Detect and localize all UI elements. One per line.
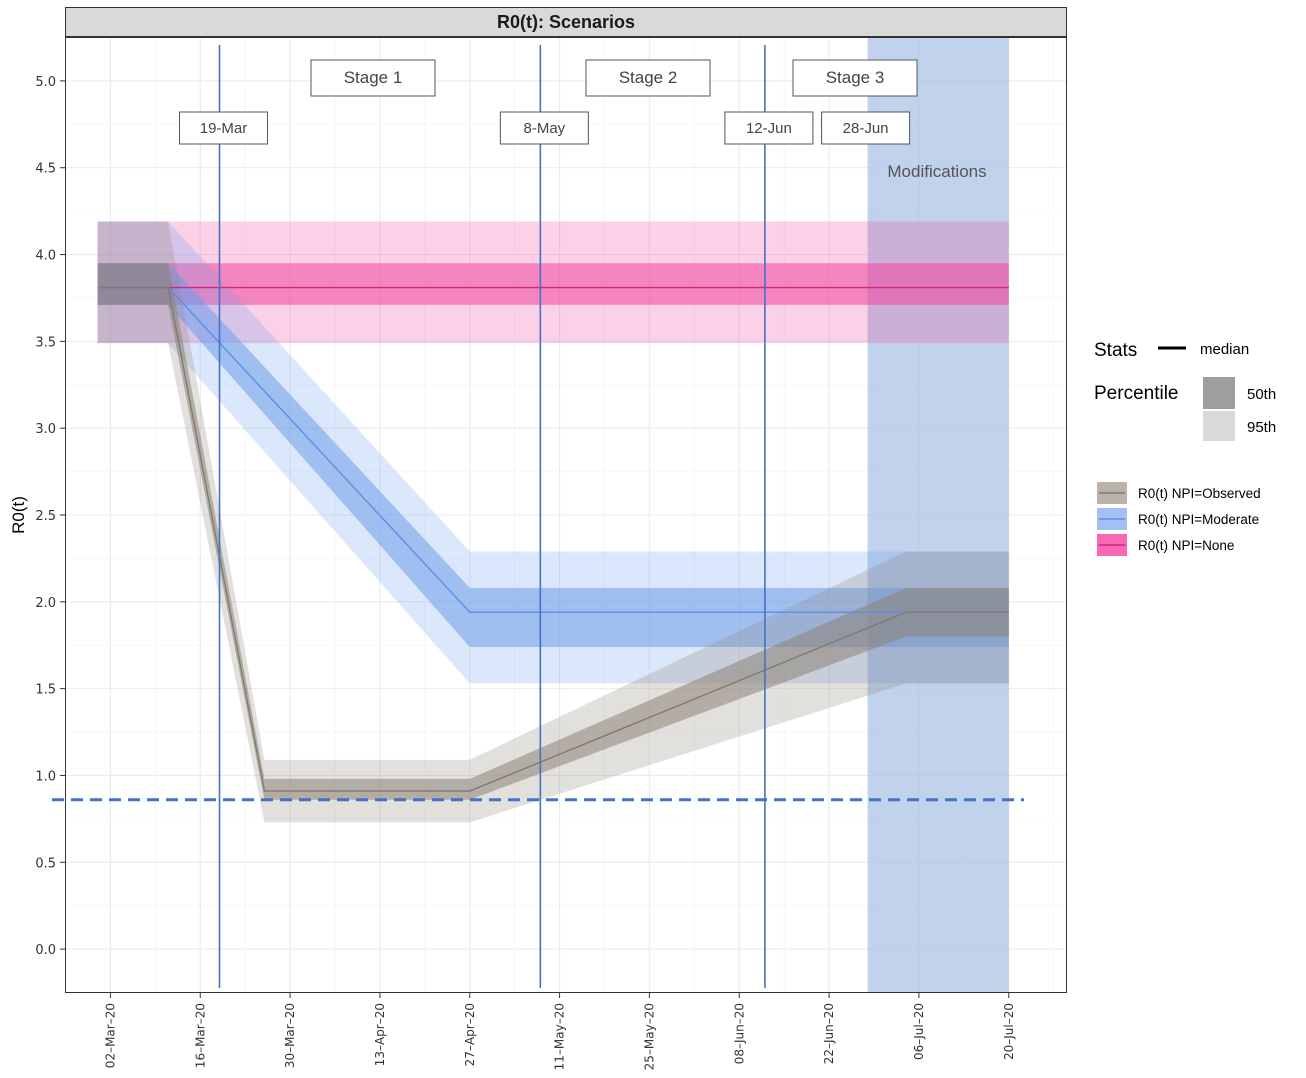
- event-date-label-text: 28-Jun: [843, 120, 889, 137]
- y-tick-label: 3.5: [35, 335, 56, 350]
- series-legend-label: R0(t) NPI=None: [1138, 538, 1234, 553]
- event-date-label: 19-Mar: [179, 111, 268, 145]
- y-tick-label: 2.0: [35, 596, 56, 611]
- panel-border: [65, 37, 1067, 993]
- x-tick-label: 11–May–20: [553, 1003, 567, 1070]
- event-date-label-box: [179, 111, 268, 145]
- y-tick-label: 0.0: [35, 943, 56, 958]
- modifications-region: [867, 37, 1009, 993]
- legend-95th-key: [1203, 411, 1235, 441]
- legend-95th-label: 95th: [1247, 419, 1276, 436]
- series-legend: R0(t) NPI=Observed R0(t) NPI=Moderate R0(t…: [1097, 482, 1261, 556]
- stage-label: Stage 3: [792, 59, 918, 97]
- event-date-label: 8-May: [499, 111, 589, 145]
- x-tick-label: 20–Jul–20: [1002, 1003, 1016, 1060]
- legend-50th-label: 50th: [1247, 386, 1276, 403]
- stage-label-text: Stage 3: [826, 68, 885, 87]
- stage-label-box: [792, 59, 918, 97]
- y-tick-label: 1.5: [35, 683, 56, 698]
- x-tick-label: 30–Mar–20: [283, 1003, 297, 1068]
- stage-label: Stage 1: [310, 59, 436, 97]
- event-date-label-text: 19-Mar: [200, 120, 248, 137]
- x-tick-label: 27–Apr–20: [463, 1003, 477, 1066]
- modifications-label: Modifications: [887, 162, 986, 181]
- series-legend-label: R0(t) NPI=Moderate: [1138, 512, 1259, 527]
- series-legend-label: R0(t) NPI=Observed: [1138, 486, 1261, 501]
- legend-median-label: median: [1200, 341, 1249, 358]
- y-tick-label: 4.0: [35, 249, 56, 264]
- event-date-label-box: [499, 111, 589, 145]
- event-date-label: 28-Jun: [821, 111, 911, 145]
- annotation-labels: 19-Mar 8-May 12-Jun 28-Jun Stage 1 Stage 2 Sta…: [179, 59, 987, 181]
- series-bands: [97, 221, 1009, 823]
- median-line-0: [97, 286, 1009, 792]
- x-tick-label: 13–Apr–20: [373, 1003, 387, 1066]
- legend-percentile-title: Percentile: [1094, 383, 1179, 404]
- x-tick-label: 22–Jun–20: [822, 1003, 836, 1064]
- stage-label-box: [310, 59, 436, 97]
- x-tick-label: 08–Jun–20: [732, 1003, 746, 1064]
- stage-label-text: Stage 1: [344, 68, 403, 87]
- event-date-label-box: [724, 111, 814, 145]
- x-tick-label: 16–Mar–20: [193, 1003, 207, 1068]
- event-date-label: 12-Jun: [724, 111, 814, 145]
- y-tick-label: 2.5: [35, 509, 56, 524]
- x-tick-label: 06–Jul–20: [912, 1003, 926, 1060]
- stage-label: Stage 2: [585, 59, 711, 97]
- y-tick-label: 5.0: [35, 75, 56, 90]
- y-tick-label: 0.5: [35, 856, 56, 871]
- event-date-label-box: [821, 111, 911, 145]
- event-lines: [218, 45, 766, 988]
- chart-title: R0(t): Scenarios: [497, 12, 635, 32]
- legend-50th-key: [1203, 377, 1235, 409]
- y-tick-label: 4.5: [35, 162, 56, 177]
- x-tick-label: 02–Mar–20: [103, 1003, 117, 1068]
- x-tick-label: 25–May–20: [642, 1003, 656, 1070]
- y-axis: 0.0 0.5 1.0 1.5 2.0 2.5 3.0 3.5 4.0 4.5 5.0: [35, 75, 65, 958]
- stage-label-text: Stage 2: [619, 68, 678, 87]
- series-medians: [97, 286, 1009, 792]
- band-95-1: [97, 221, 1009, 684]
- modifications-shade: [867, 37, 1009, 993]
- y-tick-label: 1.0: [35, 769, 56, 784]
- band-50-2: [97, 263, 1009, 305]
- legend-stats-title: Stats: [1094, 340, 1137, 361]
- event-date-label-text: 12-Jun: [746, 120, 792, 137]
- event-date-label-text: 8-May: [523, 120, 565, 137]
- facet-strip: [65, 7, 1067, 37]
- y-axis-title: R0(t): [9, 496, 28, 534]
- legend: Stats median Percentile 50th 95th R0(t) …: [1094, 340, 1276, 556]
- x-axis: 02–Mar–20 16–Mar–20 30–Mar–20 13–Apr–20 27–A…: [103, 993, 1016, 1070]
- y-tick-label: 3.0: [35, 422, 56, 437]
- band-50-0: [97, 263, 1009, 800]
- stage-label-box: [585, 59, 711, 97]
